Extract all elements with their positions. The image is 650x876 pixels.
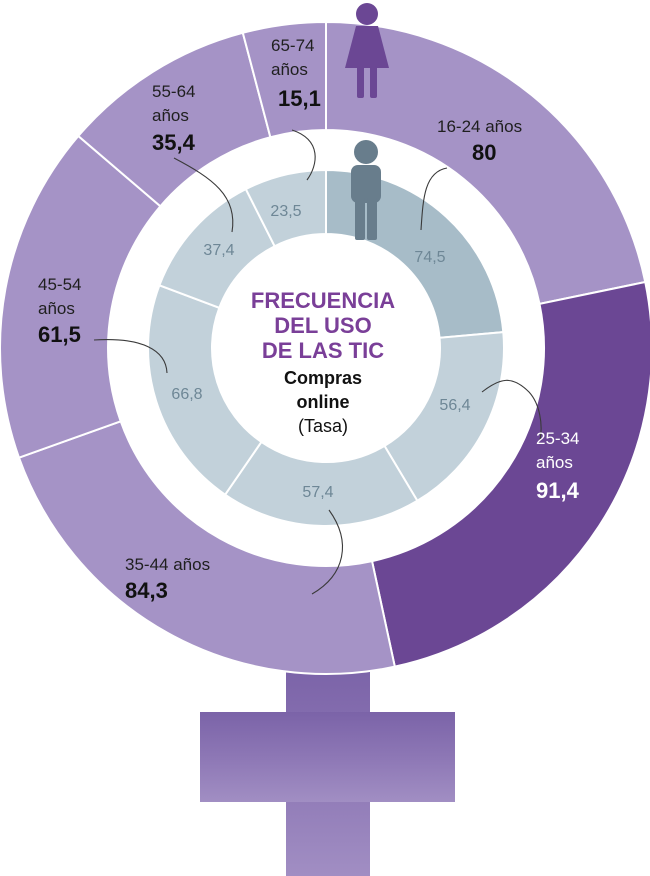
leader-line <box>481 379 542 441</box>
outer-category-label: 35-44 años <box>125 555 210 574</box>
outer-value-label: 61,5 <box>38 322 81 347</box>
outer-value-label: 84,3 <box>125 578 168 603</box>
outer-category-label: 55-64 <box>152 82 195 101</box>
outer-slice-1 <box>370 280 650 668</box>
leader-line <box>291 129 316 181</box>
outer-slice-5 <box>241 20 327 139</box>
leader-lines <box>93 129 542 595</box>
outer-labels: 16-24 años 80 25-34 años 91,4 35-44 años 84,3 4… <box>38 36 580 603</box>
inner-value-label: 56,4 <box>439 397 470 414</box>
inner-value-label: 37,4 <box>203 242 234 259</box>
outer-ring-women <box>0 20 650 675</box>
inner-value-label: 66,8 <box>171 386 202 403</box>
outer-category-label: años <box>152 106 189 125</box>
outer-category-label: años <box>38 299 75 318</box>
center-unit: (Tasa) <box>298 416 348 436</box>
outer-category-label: 16-24 años <box>437 117 522 136</box>
outer-category-label: 45-54 <box>38 275 81 294</box>
leader-line <box>420 167 448 231</box>
inner-labels: 74,5 56,4 57,4 66,8 37,4 23,5 <box>171 203 470 501</box>
center-title-line-1: FRECUENCIA <box>251 288 395 313</box>
outer-slice-0 <box>325 20 647 306</box>
inner-value-label: 23,5 <box>270 203 301 220</box>
center-hole <box>214 236 438 460</box>
outer-value-label: 15,1 <box>278 86 321 111</box>
man-icon <box>351 140 381 240</box>
inner-value-label: 74,5 <box>414 249 445 266</box>
outer-value-label: 91,4 <box>536 478 580 503</box>
leader-line <box>93 339 168 374</box>
woman-icon <box>345 3 389 98</box>
outer-value-label: 35,4 <box>152 130 196 155</box>
center-subtitle-line-1: Compras <box>284 368 362 388</box>
center-title-line-2: DEL USO <box>274 313 371 338</box>
outer-category-label: años <box>271 60 308 79</box>
leader-line <box>173 157 234 233</box>
inner-slice-5 <box>244 168 327 248</box>
center-subtitle-line-2: online <box>297 392 350 412</box>
outer-slice-2 <box>17 420 397 675</box>
outer-value-label: 80 <box>472 140 496 165</box>
outer-category-label: años <box>536 453 573 472</box>
center-title-line-3: DE LAS TIC <box>262 338 384 363</box>
outer-category-label: 65-74 <box>271 36 314 55</box>
leader-line <box>311 509 343 595</box>
inner-value-label: 57,4 <box>302 484 333 501</box>
female-symbol-cross <box>200 668 455 876</box>
center-title: FRECUENCIA DEL USO DE LAS TIC Compras on… <box>251 288 395 436</box>
outer-category-label: 25-34 <box>536 429 579 448</box>
